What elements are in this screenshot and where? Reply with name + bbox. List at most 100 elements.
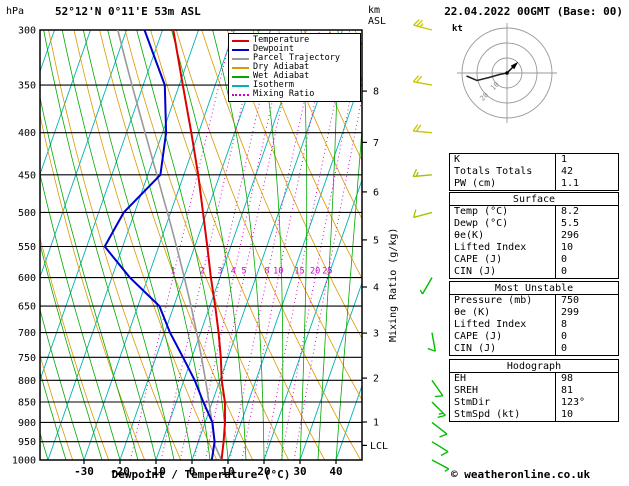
stability-indices-table: K 1 Totals Totals 42 PW (cm) 1.1 — [449, 153, 619, 191]
row-value: 750 — [561, 295, 580, 306]
row-value: 10 — [561, 242, 574, 253]
hodograph: kt 10 20 — [444, 14, 574, 136]
row-label: Totals Totals — [450, 166, 556, 178]
svg-text:550: 550 — [18, 242, 36, 253]
row-value: 1 — [561, 154, 568, 165]
svg-text:-30: -30 — [74, 465, 94, 478]
table-row: θe(K) 296 — [450, 230, 618, 242]
svg-text:1000: 1000 — [12, 456, 36, 467]
storm-vector-arrowhead — [510, 61, 519, 70]
row-label: SREH — [450, 385, 556, 397]
temperature-curve — [172, 30, 227, 460]
row-label: Temp (°C) — [450, 206, 556, 218]
row-label: EH — [450, 373, 556, 385]
svg-text:500: 500 — [18, 208, 36, 219]
svg-text:5: 5 — [373, 235, 379, 246]
mixing-ratio-value-labels: 1 2 3 4 5 8 10 15 20 25 — [170, 267, 332, 277]
pressure-axis-unit: hPa — [6, 6, 25, 17]
legend-label: Dry Adiabat — [253, 62, 310, 72]
chart-legend: Temperature Dewpoint Parcel Trajectory D… — [228, 33, 361, 102]
svg-text:5: 5 — [241, 267, 246, 277]
svg-text:-20: -20 — [110, 465, 130, 478]
row-value: 98 — [561, 373, 574, 384]
legend-item: Dewpoint — [232, 45, 357, 54]
table-row: StmDir 123° — [450, 397, 618, 409]
table-row: θe (K) 299 — [450, 307, 618, 319]
svg-text:2: 2 — [199, 267, 204, 277]
temperature-line-swatch — [232, 39, 249, 42]
dewpoint-line-swatch — [232, 48, 249, 51]
table-row: K 1 — [450, 154, 618, 166]
table-row: Pressure (mb) 750 — [450, 295, 618, 307]
legend-item: Temperature — [232, 36, 357, 45]
table-row: CAPE (J) 0 — [450, 254, 618, 266]
row-value: 0 — [561, 266, 568, 277]
legend-item: Mixing Ratio — [232, 90, 357, 99]
svg-text:350: 350 — [18, 81, 36, 92]
svg-text:7: 7 — [373, 138, 379, 149]
svg-text:750: 750 — [18, 353, 36, 364]
svg-text:8: 8 — [373, 87, 379, 98]
altitude-axis-unit-km: km — [368, 5, 381, 16]
table-row: PW (cm) 1.1 — [450, 178, 618, 190]
wind-barbs — [412, 19, 450, 472]
row-label: CIN (J) — [450, 343, 556, 355]
svg-text:20: 20 — [257, 465, 270, 478]
svg-text:-10: -10 — [146, 465, 166, 478]
row-label: CAPE (J) — [450, 254, 556, 266]
legend-item: Isotherm — [232, 81, 357, 90]
table-row: SREH 81 — [450, 385, 618, 397]
hodograph-wind-trace — [466, 72, 508, 82]
table-row: Lifted Index 8 — [450, 319, 618, 331]
isotherm-line-swatch — [232, 84, 249, 87]
lcl-label: LCL — [370, 441, 388, 452]
table-row: StmSpd (kt) 10 — [450, 409, 618, 421]
row-label: CIN (J) — [450, 266, 556, 278]
svg-text:20: 20 — [479, 91, 491, 103]
row-value: 299 — [561, 307, 580, 318]
svg-text:15: 15 — [294, 267, 304, 277]
legend-item: Dry Adiabat — [232, 63, 357, 72]
row-value: 5.5 — [561, 218, 580, 229]
svg-text:900: 900 — [18, 418, 36, 429]
svg-text:950: 950 — [18, 437, 36, 448]
svg-text:1: 1 — [170, 267, 175, 277]
svg-text:6: 6 — [373, 187, 379, 198]
altitude-axis-unit-asl: ASL — [368, 16, 387, 27]
wet-adiabat-line-swatch — [232, 75, 249, 78]
svg-text:700: 700 — [18, 328, 36, 339]
table-header: Hodograph — [450, 360, 618, 373]
legend-label: Wet Adiabat — [253, 71, 310, 81]
table-row: Lifted Index 10 — [450, 242, 618, 254]
svg-text:10: 10 — [489, 80, 501, 92]
svg-text:0: 0 — [189, 465, 196, 478]
row-value: 8 — [561, 319, 568, 330]
row-label: K — [450, 154, 556, 166]
temperature-axis: -30 -20 -10 0 10 20 30 40 — [74, 460, 343, 478]
dry-adiabat-line-swatch — [232, 66, 249, 69]
hodograph-unit-label: kt — [452, 24, 463, 34]
legend-label: Parcel Trajectory — [253, 53, 340, 63]
row-value: 123° — [561, 397, 586, 408]
row-value: 8.2 — [561, 206, 580, 217]
mixing-ratio-line-swatch — [232, 93, 249, 96]
table-row: CIN (J) 0 — [450, 266, 618, 278]
row-label: StmSpd (kt) — [450, 409, 556, 421]
row-value: 296 — [561, 230, 580, 241]
legend-label: Dewpoint — [253, 44, 294, 54]
table-row: EH 98 — [450, 373, 618, 385]
plot-frame — [39, 29, 363, 461]
dewpoint-curve — [103, 30, 216, 460]
row-label: StmDir — [450, 397, 556, 409]
svg-text:4: 4 — [231, 267, 236, 277]
table-header: Surface — [450, 193, 618, 206]
legend-item: Wet Adiabat — [232, 72, 357, 81]
table-header: Most Unstable — [450, 282, 618, 295]
svg-text:400: 400 — [18, 128, 36, 139]
row-label: Pressure (mb) — [450, 295, 556, 307]
altitude-axis: 8 7 6 5 4 3 2 1 LCL — [362, 87, 388, 452]
table-row: Dewp (°C) 5.5 — [450, 218, 618, 230]
legend-item: Parcel Trajectory — [232, 54, 357, 63]
svg-text:40: 40 — [329, 465, 342, 478]
